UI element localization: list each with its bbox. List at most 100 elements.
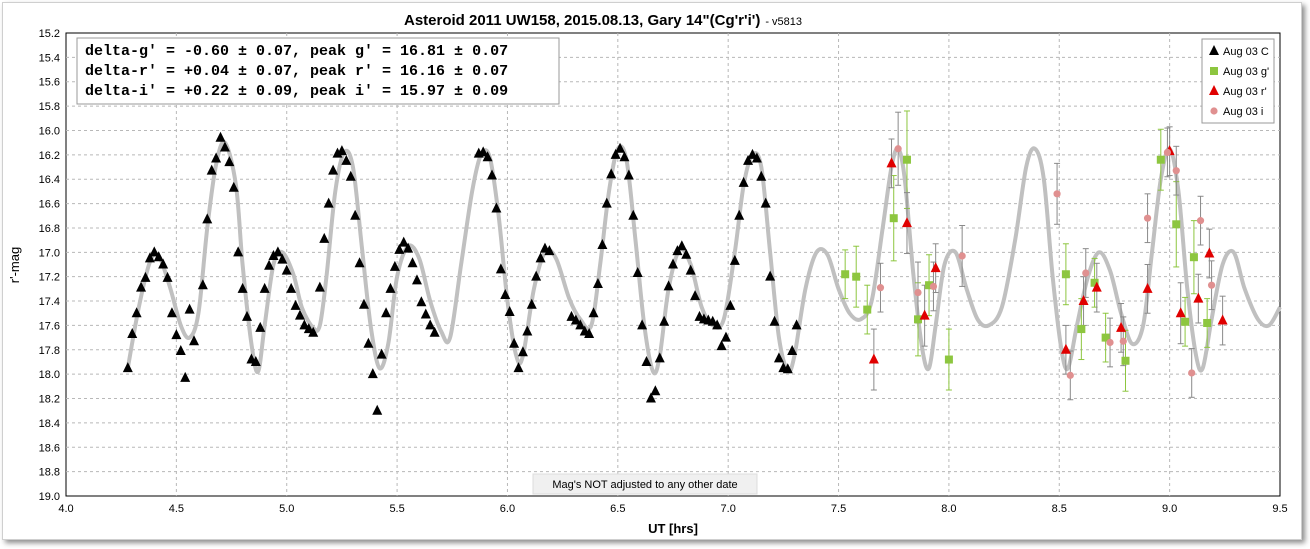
data-point-triangle bbox=[628, 209, 639, 220]
data-point-triangle bbox=[738, 176, 749, 187]
data-point-triangle bbox=[259, 282, 270, 293]
annotation-line-g: delta-g' = -0.60 ± 0.07, peak g' = 16.81… bbox=[85, 43, 508, 60]
legend-entry-label: Aug 03 i bbox=[1223, 106, 1263, 118]
y-tick-label: 15.2 bbox=[39, 28, 60, 40]
data-point-triangle bbox=[743, 154, 754, 165]
y-tick-label: 18.8 bbox=[39, 467, 60, 479]
y-tick-label: 16.6 bbox=[39, 199, 60, 211]
data-point-triangle bbox=[685, 264, 696, 275]
data-point-triangle bbox=[712, 319, 723, 330]
chart: Asteroid 2011 UW158, 2015.08.13, Gary 14… bbox=[7, 12, 1288, 536]
data-point-triangle bbox=[224, 156, 235, 167]
data-point-triangle bbox=[1091, 281, 1102, 292]
data-point-triangle bbox=[131, 307, 142, 318]
data-point-circle bbox=[1207, 281, 1216, 289]
data-point-triangle bbox=[264, 259, 275, 270]
data-point-square bbox=[1156, 155, 1165, 164]
data-point-triangle bbox=[403, 242, 414, 253]
data-point-triangle bbox=[1175, 307, 1186, 318]
data-point-triangle bbox=[1217, 314, 1228, 325]
data-point-triangle bbox=[281, 264, 292, 275]
data-point-triangle bbox=[615, 142, 626, 153]
data-point-triangle bbox=[592, 277, 603, 288]
data-point-triangle bbox=[522, 325, 533, 336]
data-point-circle bbox=[958, 252, 966, 260]
data-point-triangle bbox=[341, 154, 352, 165]
data-point-triangle bbox=[162, 271, 173, 282]
data-point-triangle bbox=[588, 307, 599, 318]
data-point-square bbox=[852, 272, 861, 281]
data-point-triangle bbox=[308, 326, 319, 337]
data-point-triangle bbox=[791, 319, 802, 330]
legend: Aug 03 C Aug 03 g' Aug 03 r' Aug 03 i bbox=[1201, 38, 1275, 124]
y-tick-label: 18.0 bbox=[39, 369, 60, 381]
data-point-triangle bbox=[491, 202, 502, 213]
data-point-triangle bbox=[1078, 295, 1089, 306]
data-point-triangle bbox=[345, 170, 356, 181]
data-point-triangle bbox=[272, 246, 283, 257]
y-tick-label: 17.2 bbox=[39, 272, 60, 284]
data-point-triangle bbox=[637, 319, 648, 330]
data-point-square bbox=[925, 281, 934, 290]
data-point-circle bbox=[1163, 148, 1172, 157]
data-point-triangle bbox=[725, 299, 736, 310]
data-point-triangle bbox=[328, 164, 339, 175]
data-point-triangle bbox=[720, 331, 731, 342]
data-point-triangle bbox=[206, 164, 217, 175]
data-point-triangle bbox=[394, 243, 405, 254]
data-point-circle bbox=[1172, 167, 1180, 175]
data-point-triangle bbox=[535, 252, 546, 263]
legend-entry-label: Aug 03 C bbox=[1223, 46, 1269, 58]
annotation-box: delta-g' = -0.60 ± 0.07, peak g' = 16.81… bbox=[76, 37, 560, 105]
y-tick-label: 17.4 bbox=[39, 296, 60, 308]
y-tick-label: 15.4 bbox=[39, 52, 60, 64]
y-tick-label: 16.0 bbox=[39, 125, 60, 137]
x-tick-label: 6.0 bbox=[500, 503, 515, 515]
chart-title: Asteroid 2011 UW158, 2015.08.13, Gary 14… bbox=[404, 12, 802, 29]
y-tick-label: 16.4 bbox=[39, 174, 60, 186]
data-point-triangle bbox=[237, 282, 248, 293]
data-point-triangle bbox=[769, 315, 780, 326]
annotation-line-i: delta-i' = +0.22 ± 0.09, peak i' = 15.97… bbox=[85, 83, 508, 100]
data-point-triangle bbox=[367, 368, 378, 379]
data-point-square bbox=[1121, 356, 1130, 365]
y-tick-label: 17.0 bbox=[39, 247, 60, 259]
data-point-triangle bbox=[868, 353, 879, 364]
data-point-triangle bbox=[575, 319, 586, 330]
y-tick-label: 17.8 bbox=[39, 345, 60, 357]
data-point-triangle bbox=[171, 329, 182, 340]
data-point-circle bbox=[914, 288, 922, 297]
data-point-triangle bbox=[930, 262, 941, 273]
data-point-triangle bbox=[886, 157, 897, 168]
data-point-triangle bbox=[1209, 45, 1219, 55]
y-tick-label: 15.6 bbox=[39, 77, 60, 89]
markers bbox=[122, 131, 1228, 415]
data-point-triangle bbox=[1142, 282, 1153, 293]
data-point-triangle bbox=[919, 309, 930, 320]
data-point-triangle bbox=[389, 260, 400, 271]
legend-entry-label: Aug 03 r' bbox=[1223, 86, 1267, 98]
data-point-triangle bbox=[526, 298, 537, 309]
x-tick-label: 9.0 bbox=[1162, 503, 1177, 515]
data-point-triangle bbox=[765, 270, 776, 281]
data-point-triangle bbox=[241, 310, 252, 321]
data-point-triangle bbox=[153, 251, 164, 262]
data-point-triangle bbox=[632, 267, 643, 278]
y-tick-label: 15.8 bbox=[39, 101, 60, 113]
data-point-triangle bbox=[197, 279, 208, 290]
data-point-triangle bbox=[773, 352, 784, 363]
data-point-square bbox=[1203, 318, 1212, 327]
annotation-line-r: delta-r' = +0.04 ± 0.07, peak r' = 16.16… bbox=[85, 63, 508, 80]
data-point-triangle bbox=[659, 315, 670, 326]
data-point-triangle bbox=[144, 252, 155, 263]
data-point-triangle bbox=[495, 263, 506, 274]
data-point-circle bbox=[1210, 107, 1218, 115]
data-point-triangle bbox=[663, 280, 674, 291]
data-point-triangle bbox=[268, 249, 279, 260]
data-point-triangle bbox=[416, 296, 427, 307]
data-point-square bbox=[1101, 333, 1110, 342]
data-point-triangle bbox=[350, 209, 361, 220]
data-point-triangle bbox=[407, 257, 418, 268]
data-point-triangle bbox=[250, 355, 261, 366]
y-tick-label: 16.8 bbox=[39, 223, 60, 235]
